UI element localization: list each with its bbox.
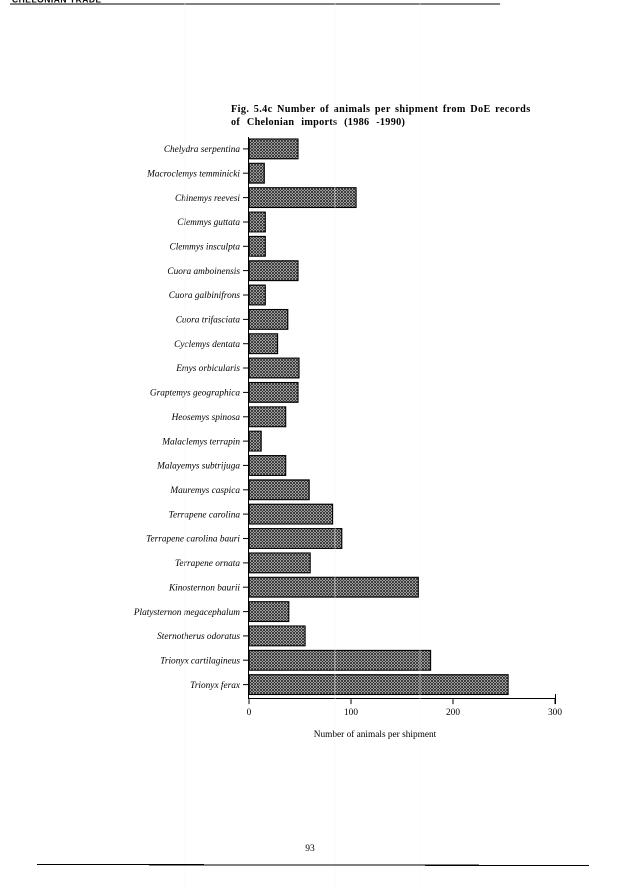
svg-text:Clemmys insculpta: Clemmys insculpta (170, 243, 241, 253)
svg-text:Clemmys guttata: Clemmys guttata (177, 218, 240, 228)
svg-text:Heosemys spinosa: Heosemys spinosa (171, 413, 241, 423)
svg-text:Trionyx ferax: Trionyx ferax (190, 680, 241, 691)
svg-text:Mauremys caspica: Mauremys caspica (169, 486, 240, 496)
svg-text:Graptemys geographica: Graptemys geographica (150, 389, 240, 399)
svg-text:200: 200 (446, 708, 460, 718)
svg-text:Cuora trifasciata: Cuora trifasciata (176, 315, 241, 326)
svg-text:Macroclemys temminicki: Macroclemys temminicki (146, 169, 240, 179)
svg-text:300: 300 (548, 708, 562, 718)
svg-text:of Chelonian imports (1986: of Chelonian imports (1986 -1990) (231, 117, 405, 128)
svg-text:Number of animals per shipment: Number of animals per shipment (314, 729, 437, 740)
svg-text:CHELONIAN TRADE: CHELONIAN TRADE (12, 0, 102, 5)
svg-text:Cuora galbinifrons: Cuora galbinifrons (169, 290, 241, 301)
svg-text:Terrapene carolina bauri: Terrapene carolina bauri (146, 535, 240, 545)
svg-text:Fig. 5.4c Number of animals p: Fig. 5.4c Number of animals per shipment… (231, 104, 531, 115)
svg-text:Kinosternon baurii: Kinosternon baurii (168, 583, 240, 593)
svg-text:Platysternon megacephalum: Platysternon megacephalum (133, 608, 240, 618)
svg-text:Trionyx cartilagineus: Trionyx cartilagineus (160, 657, 240, 667)
svg-text:100: 100 (344, 708, 358, 718)
svg-text:Terrapene carolina: Terrapene carolina (169, 510, 241, 520)
svg-text:Chelydra serpentina: Chelydra serpentina (164, 145, 241, 155)
svg-text:0: 0 (247, 708, 252, 718)
svg-text:93: 93 (305, 844, 315, 854)
svg-text:Cuora amboinensis: Cuora amboinensis (167, 267, 240, 277)
svg-text:Cyclemys dentata: Cyclemys dentata (174, 340, 240, 350)
svg-text:Malayemys subtrijuga: Malayemys subtrijuga (156, 462, 240, 472)
svg-text:Sternotherus odoratus: Sternotherus odoratus (157, 632, 240, 642)
svg-text:Malaclemys terrapin: Malaclemys terrapin (161, 437, 240, 447)
